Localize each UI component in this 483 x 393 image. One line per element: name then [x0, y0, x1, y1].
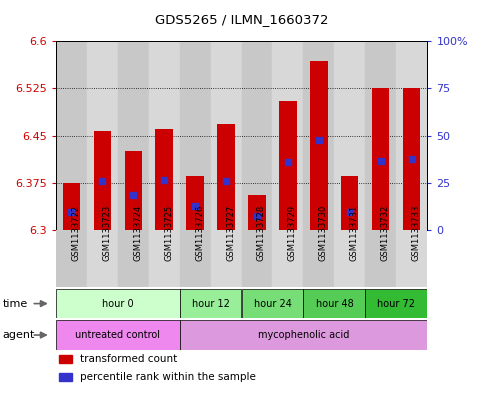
Bar: [272, 41, 303, 230]
Bar: [180, 230, 211, 287]
Bar: [117, 230, 149, 287]
Text: untreated control: untreated control: [75, 330, 160, 340]
Bar: [59, 373, 72, 381]
Bar: [86, 230, 117, 287]
Bar: [397, 230, 427, 287]
Text: GSM1133729: GSM1133729: [288, 205, 297, 261]
Bar: [303, 289, 366, 318]
Bar: [217, 124, 235, 230]
Text: time: time: [2, 299, 28, 309]
Bar: [280, 101, 297, 230]
Bar: [149, 41, 180, 230]
Bar: [211, 230, 242, 287]
Bar: [303, 41, 334, 230]
Text: GSM1133724: GSM1133724: [133, 205, 142, 261]
Bar: [303, 230, 334, 287]
Bar: [372, 88, 389, 230]
Bar: [186, 176, 203, 230]
Bar: [211, 41, 242, 230]
Bar: [56, 289, 180, 318]
Text: agent: agent: [2, 330, 35, 340]
Bar: [397, 41, 427, 230]
Bar: [56, 41, 86, 230]
Text: GSM1133722: GSM1133722: [71, 205, 80, 261]
Text: GSM1133730: GSM1133730: [319, 205, 328, 261]
Text: mycophenolic acid: mycophenolic acid: [258, 330, 349, 340]
Text: GSM1133726: GSM1133726: [195, 205, 204, 261]
Bar: [180, 289, 242, 318]
Text: GSM1133723: GSM1133723: [102, 205, 111, 261]
Bar: [366, 289, 427, 318]
Bar: [156, 129, 172, 230]
Bar: [311, 61, 327, 230]
Bar: [59, 355, 72, 363]
Bar: [366, 41, 397, 230]
Bar: [242, 41, 272, 230]
Text: GSM1133731: GSM1133731: [350, 205, 359, 261]
Bar: [117, 41, 149, 230]
Text: GSM1133725: GSM1133725: [164, 205, 173, 261]
Bar: [334, 230, 366, 287]
Text: GSM1133732: GSM1133732: [381, 205, 390, 261]
Text: hour 0: hour 0: [102, 299, 133, 309]
Text: transformed count: transformed count: [80, 354, 177, 364]
Bar: [149, 230, 180, 287]
Bar: [341, 176, 358, 230]
Bar: [403, 88, 421, 230]
Bar: [366, 230, 397, 287]
Text: GSM1133733: GSM1133733: [412, 205, 421, 261]
Text: GSM1133727: GSM1133727: [226, 205, 235, 261]
Text: hour 24: hour 24: [254, 299, 291, 309]
Bar: [248, 195, 266, 230]
Bar: [272, 230, 303, 287]
Bar: [62, 183, 80, 230]
Bar: [242, 289, 303, 318]
Bar: [180, 41, 211, 230]
Text: percentile rank within the sample: percentile rank within the sample: [80, 372, 256, 382]
Bar: [180, 320, 427, 350]
Text: hour 12: hour 12: [192, 299, 229, 309]
Bar: [125, 151, 142, 230]
Bar: [94, 131, 111, 230]
Bar: [86, 41, 117, 230]
Text: hour 72: hour 72: [377, 299, 415, 309]
Bar: [242, 230, 272, 287]
Text: GSM1133728: GSM1133728: [257, 205, 266, 261]
Text: GDS5265 / ILMN_1660372: GDS5265 / ILMN_1660372: [155, 13, 328, 26]
Bar: [56, 230, 86, 287]
Text: hour 48: hour 48: [315, 299, 354, 309]
Bar: [334, 41, 366, 230]
Bar: [56, 320, 180, 350]
